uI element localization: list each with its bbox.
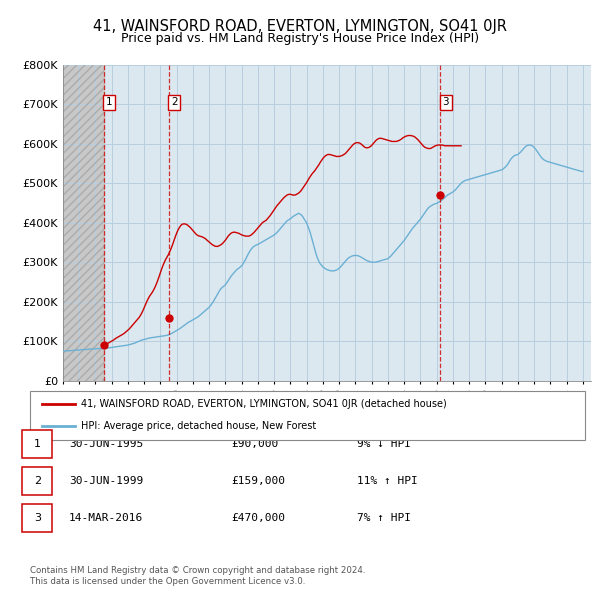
Text: £470,000: £470,000 xyxy=(231,513,285,523)
Text: 1: 1 xyxy=(106,97,113,107)
Text: 14-MAR-2016: 14-MAR-2016 xyxy=(69,513,143,523)
Text: 7% ↑ HPI: 7% ↑ HPI xyxy=(357,513,411,523)
Text: 41, WAINSFORD ROAD, EVERTON, LYMINGTON, SO41 0JR: 41, WAINSFORD ROAD, EVERTON, LYMINGTON, … xyxy=(93,19,507,34)
Text: 2: 2 xyxy=(34,476,41,486)
Text: This data is licensed under the Open Government Licence v3.0.: This data is licensed under the Open Gov… xyxy=(30,577,305,586)
Bar xyxy=(63,65,104,381)
Text: 30-JUN-1999: 30-JUN-1999 xyxy=(69,476,143,486)
Text: 3: 3 xyxy=(34,513,41,523)
Text: £159,000: £159,000 xyxy=(231,476,285,486)
Bar xyxy=(63,65,104,381)
Text: £90,000: £90,000 xyxy=(231,439,278,448)
Text: HPI: Average price, detached house, New Forest: HPI: Average price, detached house, New … xyxy=(81,421,316,431)
Text: 30-JUN-1995: 30-JUN-1995 xyxy=(69,439,143,448)
Text: 9% ↓ HPI: 9% ↓ HPI xyxy=(357,439,411,448)
Text: Price paid vs. HM Land Registry's House Price Index (HPI): Price paid vs. HM Land Registry's House … xyxy=(121,32,479,45)
Text: 1: 1 xyxy=(34,439,41,448)
Text: Contains HM Land Registry data © Crown copyright and database right 2024.: Contains HM Land Registry data © Crown c… xyxy=(30,566,365,575)
Text: 11% ↑ HPI: 11% ↑ HPI xyxy=(357,476,418,486)
Text: 2: 2 xyxy=(171,97,178,107)
Text: 3: 3 xyxy=(443,97,449,107)
Text: 41, WAINSFORD ROAD, EVERTON, LYMINGTON, SO41 0JR (detached house): 41, WAINSFORD ROAD, EVERTON, LYMINGTON, … xyxy=(81,399,447,409)
